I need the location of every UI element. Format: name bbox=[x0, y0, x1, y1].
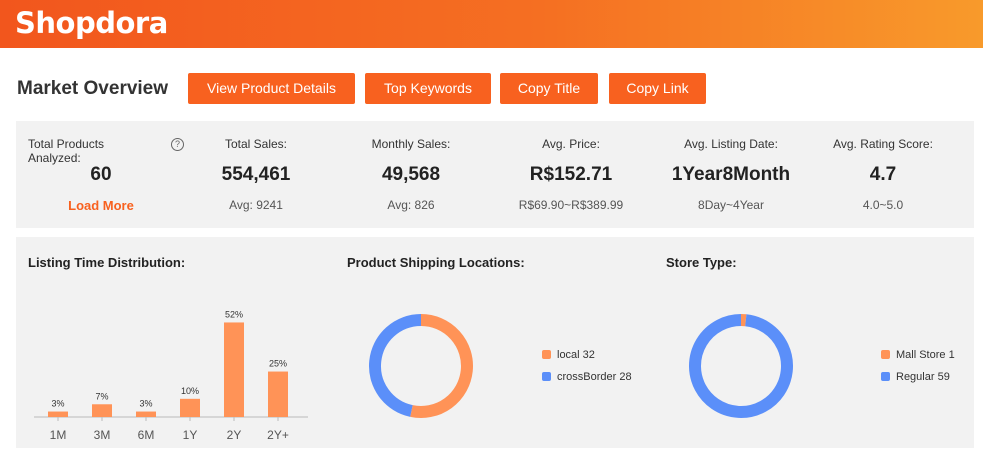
listing-time-bar-chart: 3% 1M 7% 3M 3% 6M 10% 1Y 52% 2Y 25% 2Y+ bbox=[34, 309, 308, 442]
listing-time-chart-title: Listing Time Distribution: bbox=[28, 255, 186, 270]
legend-label: local 32 bbox=[557, 349, 595, 361]
x-tick-label: 3M bbox=[94, 428, 111, 442]
legend-item-local[interactable]: local 32 bbox=[542, 344, 632, 366]
header-row: Market Overview View Product Details Top… bbox=[0, 70, 983, 108]
bar-1Y[interactable] bbox=[180, 398, 200, 417]
stat-value: 554,461 bbox=[221, 164, 291, 185]
help-icon[interactable]: ? bbox=[171, 138, 184, 151]
shipping-locations-chart-title: Product Shipping Locations: bbox=[347, 255, 525, 270]
store-type-donut bbox=[689, 314, 793, 418]
bar-data-label: 3% bbox=[51, 399, 64, 409]
legend-swatch bbox=[542, 350, 551, 359]
stat-sub: 8Day~4Year bbox=[698, 198, 764, 212]
page-title: Market Overview bbox=[17, 78, 169, 99]
stat-avg-price: Avg. Price: R$152.71 R$69.90~R$389.99 bbox=[496, 121, 646, 228]
shipping-locations-legend: local 32 crossBorder 28 bbox=[542, 344, 632, 388]
bar-6M[interactable] bbox=[136, 411, 156, 417]
stat-sub: R$69.90~R$389.99 bbox=[518, 198, 624, 212]
bar-data-label: 25% bbox=[269, 359, 287, 369]
bar-data-label: 52% bbox=[225, 309, 243, 319]
stat-label: Avg. Rating Score: bbox=[833, 137, 933, 151]
stat-value: 4.7 bbox=[869, 164, 897, 185]
stat-total-products: Total Products Analyzed: ? 60 Load More bbox=[16, 121, 186, 228]
stat-value: 49,568 bbox=[381, 164, 441, 185]
legend-item-regular[interactable]: Regular 59 bbox=[881, 366, 955, 388]
copy-title-button[interactable]: Copy Title bbox=[500, 73, 598, 104]
stat-monthly-sales: Monthly Sales: 49,568 Avg: 826 bbox=[336, 121, 486, 228]
legend-label: Mall Store 1 bbox=[896, 349, 955, 361]
top-banner: Shopdora bbox=[0, 0, 983, 48]
stat-sub: 4.0~5.0 bbox=[862, 198, 904, 212]
legend-label: Regular 59 bbox=[896, 371, 950, 383]
stat-value: 60 bbox=[90, 164, 112, 185]
legend-item-mall-store[interactable]: Mall Store 1 bbox=[881, 344, 955, 366]
store-type-legend: Mall Store 1 Regular 59 bbox=[881, 344, 955, 388]
stat-label: Avg. Price: bbox=[542, 137, 600, 151]
bar-data-label: 10% bbox=[181, 386, 199, 396]
store-type-chart-title: Store Type: bbox=[666, 255, 737, 270]
bar-1M[interactable] bbox=[48, 411, 68, 417]
x-tick-label: 6M bbox=[138, 428, 155, 442]
stats-panel: Total Products Analyzed: ? 60 Load More … bbox=[16, 121, 974, 228]
bar-data-label: 3% bbox=[139, 399, 152, 409]
legend-swatch bbox=[881, 372, 890, 381]
stat-avg-listing-date: Avg. Listing Date: 1Year8Month 8Day~4Yea… bbox=[656, 121, 806, 228]
bar-2Y+[interactable] bbox=[268, 371, 288, 417]
x-tick-label: 2Y+ bbox=[267, 428, 289, 442]
stat-sub: Avg: 826 bbox=[387, 198, 435, 212]
shipping-locations-donut bbox=[369, 314, 473, 418]
stat-avg-rating: Avg. Rating Score: 4.7 4.0~5.0 bbox=[808, 121, 958, 228]
bar-data-label: 7% bbox=[95, 391, 108, 401]
x-tick-label: 1Y bbox=[183, 428, 198, 442]
legend-swatch bbox=[542, 372, 551, 381]
stat-label: Monthly Sales: bbox=[371, 137, 451, 151]
legend-swatch bbox=[881, 350, 890, 359]
stat-value: 1Year8Month bbox=[671, 164, 791, 185]
slice-local[interactable] bbox=[410, 314, 473, 418]
shopdora-logo[interactable]: Shopdora bbox=[15, 6, 168, 40]
stat-value: R$152.71 bbox=[529, 164, 613, 185]
stat-sub: Avg: 9241 bbox=[229, 198, 283, 212]
legend-label: crossBorder 28 bbox=[557, 371, 632, 383]
stat-label: Total Sales: bbox=[224, 137, 288, 151]
copy-link-button[interactable]: Copy Link bbox=[609, 73, 706, 104]
stat-label: Avg. Listing Date: bbox=[684, 137, 778, 151]
top-keywords-button[interactable]: Top Keywords bbox=[365, 73, 491, 104]
load-more-link[interactable]: Load More bbox=[68, 198, 134, 213]
bar-3M[interactable] bbox=[92, 404, 112, 417]
slice-crossborder[interactable] bbox=[369, 314, 422, 417]
view-product-details-button[interactable]: View Product Details bbox=[188, 73, 355, 104]
stat-total-sales: Total Sales: 554,461 Avg: 9241 bbox=[186, 121, 326, 228]
bar-2Y[interactable] bbox=[224, 322, 244, 417]
charts-panel: Listing Time Distribution: Product Shipp… bbox=[16, 237, 974, 448]
legend-item-crossborder[interactable]: crossBorder 28 bbox=[542, 366, 632, 388]
x-tick-label: 1M bbox=[50, 428, 67, 442]
slice-regular[interactable] bbox=[689, 314, 793, 418]
x-tick-label: 2Y bbox=[227, 428, 242, 442]
stat-label: Total Products Analyzed: bbox=[28, 137, 105, 165]
